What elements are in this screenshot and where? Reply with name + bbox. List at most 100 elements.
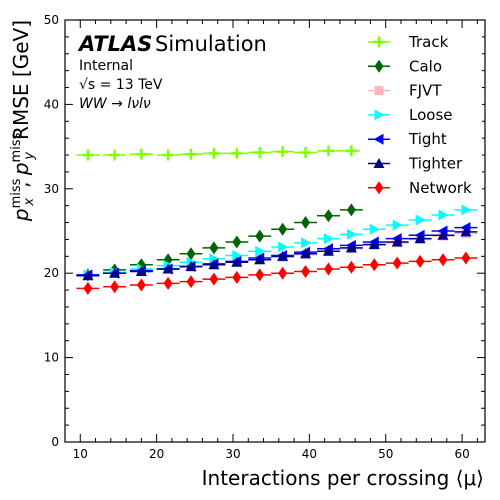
triangle-up-marker (345, 242, 357, 253)
x-axis-title-symbol: ⟨μ⟩ (456, 466, 484, 490)
data-point (271, 146, 295, 158)
legend-label: FJVT (409, 82, 442, 100)
diamond-marker (278, 266, 288, 280)
data-point (294, 147, 317, 159)
data-point (408, 214, 432, 226)
y-axis-title-rest: RMSE [GeV] (9, 20, 33, 140)
y-tick-label: 10 (44, 351, 59, 365)
triangle-right-marker (415, 214, 426, 226)
x-tick-label: 20 (149, 447, 164, 461)
diamond-marker (323, 209, 333, 223)
diamond-marker (83, 281, 93, 295)
legend-item-tighter: Tighter (368, 155, 463, 173)
data-point (339, 145, 363, 157)
diamond-marker (346, 260, 356, 274)
legend-item-loose: Loose (368, 106, 453, 124)
atlas-label: ATLAS (77, 32, 152, 56)
triangle-right-marker (301, 237, 312, 249)
y-tick-label: 50 (44, 13, 59, 27)
y-axis-title-p1: p (9, 208, 33, 222)
plus-marker (300, 147, 312, 159)
data-point (179, 275, 203, 289)
data-point (385, 236, 409, 247)
triangle-up-marker (82, 270, 94, 281)
legend-item-fjvt: FJVT (368, 82, 442, 100)
triangle-right-marker (369, 223, 380, 235)
data-point (362, 239, 386, 250)
triangle-up-marker (109, 267, 121, 278)
plus-marker (277, 146, 289, 158)
diamond-marker (209, 272, 219, 286)
triangle-right-marker (374, 109, 385, 121)
triangle-up-marker (368, 239, 380, 250)
series-track (76, 145, 363, 161)
data-point (431, 209, 455, 221)
legend-item-tight: Tight (368, 130, 447, 148)
data-point (103, 149, 127, 161)
data-point (339, 242, 363, 253)
data-point (362, 258, 386, 272)
plot-frame (64, 19, 486, 443)
data-point (248, 268, 272, 282)
data-point (454, 251, 478, 265)
triangle-up-marker (231, 256, 243, 267)
diamond-marker (255, 268, 265, 282)
data-point (271, 241, 295, 253)
triangle-up-marker (185, 260, 197, 271)
data-point (225, 249, 249, 261)
triangle-right-marker (209, 253, 220, 265)
series-network (76, 251, 478, 295)
plus-marker (162, 149, 174, 161)
triangle-up-marker (414, 233, 426, 244)
data-point (129, 278, 153, 292)
data-point (431, 229, 455, 240)
diamond-marker (323, 262, 333, 276)
plus-marker (82, 149, 94, 161)
diamond-marker (461, 251, 471, 265)
plus-marker (185, 148, 197, 160)
data-point (156, 149, 180, 161)
triangle-right-marker (346, 228, 357, 240)
legend-label: Track (408, 33, 449, 51)
process-label: WW → lνlν (79, 96, 151, 112)
data-point (129, 266, 153, 277)
data-point (103, 267, 127, 278)
data-point (202, 272, 226, 286)
diamond-marker (136, 278, 146, 292)
plus-marker (373, 36, 385, 48)
legend-label: Network (409, 179, 472, 197)
triangle-left-marker (373, 133, 384, 145)
square-marker (374, 86, 384, 96)
diamond-marker (110, 280, 120, 294)
diamond-marker (255, 229, 265, 243)
legend-label: Tighter (408, 155, 463, 173)
data-point (339, 228, 363, 240)
data-point (271, 266, 295, 280)
diamond-marker (392, 256, 402, 270)
diamond-marker (374, 59, 384, 73)
diamond-marker (232, 235, 242, 249)
data-point (202, 241, 226, 255)
data-point (202, 147, 226, 159)
triangle-up-marker (300, 248, 312, 259)
diamond-marker (301, 216, 311, 230)
data-point (248, 229, 272, 243)
series-tighter (76, 226, 478, 281)
data-point (431, 253, 455, 267)
data-point (271, 222, 295, 236)
legend-item-calo: Calo (368, 57, 442, 75)
triangle-up-marker (391, 236, 403, 247)
plus-marker (231, 147, 243, 159)
plus-marker (254, 147, 266, 159)
data-point (454, 204, 478, 216)
y-tick-label: 20 (44, 266, 59, 280)
data-point (408, 254, 432, 268)
legend-label: Calo (409, 57, 442, 75)
data-point (294, 237, 317, 249)
data-point (202, 259, 226, 270)
plus-marker (109, 149, 121, 161)
legend-item-network: Network (368, 179, 472, 197)
data-point (103, 280, 127, 294)
data-point (271, 250, 295, 261)
